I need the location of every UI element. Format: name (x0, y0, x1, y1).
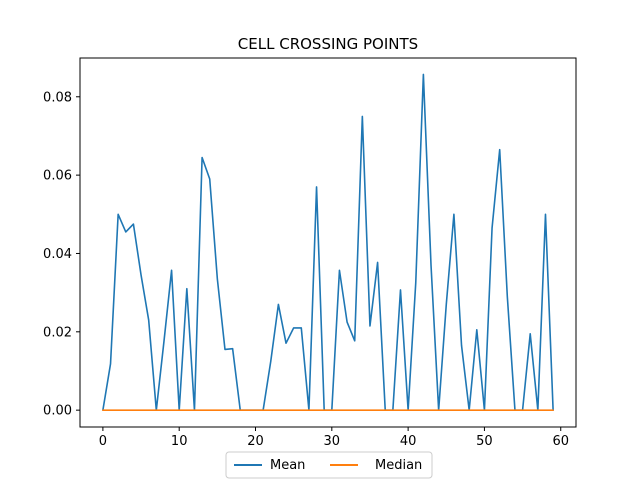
x-tick-label: 20 (247, 434, 264, 449)
legend-label-median: Median (375, 458, 422, 473)
y-tick-label: 0.08 (43, 90, 72, 105)
y-tick-label: 0.06 (43, 169, 72, 184)
x-tick-label: 40 (400, 434, 417, 449)
y-tick-label: 0.00 (43, 404, 72, 419)
x-tick-label: 60 (552, 434, 569, 449)
x-tick-label: 10 (171, 434, 188, 449)
x-tick-label: 0 (99, 434, 107, 449)
legend-box (225, 451, 433, 479)
x-tick-label: 30 (324, 434, 341, 449)
legend: Mean Median (225, 451, 433, 479)
chart-title: CELL CROSSING POINTS (238, 35, 418, 53)
y-tick-label: 0.02 (43, 325, 72, 340)
legend-label-mean: Mean (270, 458, 305, 473)
x-tick-label: 50 (476, 434, 493, 449)
y-axis: 0.00 0.02 0.04 0.06 0.08 (43, 90, 80, 419)
plot-frame (79, 57, 577, 428)
x-axis: 0 10 20 30 40 50 60 (99, 427, 569, 449)
series-layer (102, 73, 554, 411)
y-tick-label: 0.04 (43, 247, 72, 262)
